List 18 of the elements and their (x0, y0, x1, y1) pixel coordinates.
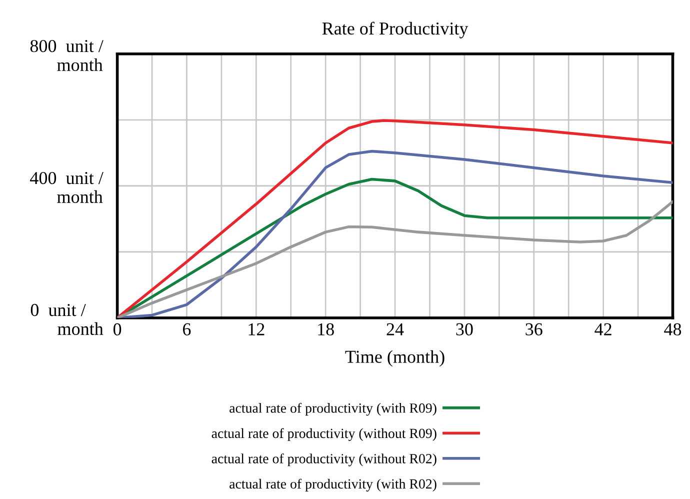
x-tick-label: 0 (113, 323, 122, 336)
x-tick-label: 24 (386, 323, 404, 336)
x-tick-label: 6 (182, 323, 191, 336)
legend-label: actual rate of productivity (with R02) (230, 478, 436, 492)
legend-label: actual rate of productivity (without R02) (212, 453, 436, 466)
chart-title: Rate of Productivity (322, 22, 468, 38)
x-tick-label: 36 (526, 323, 542, 336)
y-tick-label: 0 unit / month (30, 304, 104, 335)
y-tick-label: 400 unit / month (30, 172, 104, 204)
x-axis-title: Time (month) (345, 350, 444, 367)
x-tick-label: 42 (594, 323, 612, 336)
legend-label: actual rate of productivity (without R09) (212, 428, 436, 441)
x-tick-label: 18 (318, 323, 334, 336)
legend-label: actual rate of productivity (with R09) (230, 402, 436, 416)
x-tick-label: 30 (456, 323, 473, 336)
y-tick-label: 800 unit / month (30, 40, 104, 72)
x-tick-label: 48 (664, 323, 682, 336)
x-tick-label: 12 (248, 323, 264, 336)
